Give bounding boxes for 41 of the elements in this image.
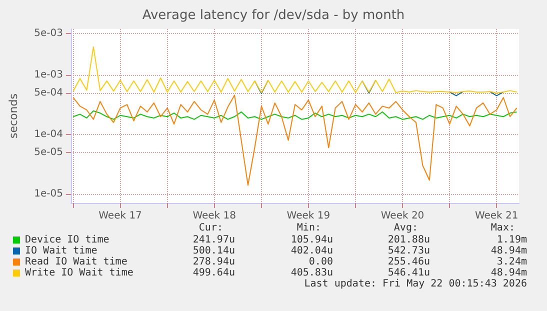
text: Last update: Fri May 22 00:15:43 2026 — [304, 278, 527, 290]
x-tick-label: Week 19 — [286, 210, 330, 222]
text: Avg: — [394, 222, 418, 234]
text: 1.19m — [496, 234, 527, 246]
text: 0.00 — [308, 256, 333, 268]
text: 405.83u — [290, 268, 333, 278]
legend-label: Device IO time — [25, 234, 110, 246]
line-series — [72, 94, 518, 186]
text: 241.97u — [192, 234, 235, 246]
y-tick-label: 5e-03 — [34, 28, 63, 40]
text: Max: — [490, 222, 515, 234]
x-tick-label: Week 21 — [474, 210, 518, 222]
text: 546.41u — [388, 268, 430, 278]
text: Cur: — [198, 222, 223, 234]
y-tick-label: 1e-03 — [34, 70, 63, 81]
y-tick-label: 5e-05 — [34, 146, 63, 158]
y-tick-label: 1e-04 — [34, 128, 63, 140]
text: 201.88u — [388, 234, 430, 246]
text: 402.04u — [290, 246, 333, 256]
text: 499.64u — [192, 268, 235, 278]
text: 278.94u — [192, 256, 235, 268]
chart-title: Average latency for /dev/sda - by month — [142, 8, 405, 23]
text: 542.73u — [388, 246, 430, 256]
legend-label: IO Wait time — [25, 246, 98, 256]
line-series — [72, 46, 518, 94]
text: 3.24m — [496, 256, 527, 268]
y-axis-title: seconds — [7, 93, 20, 138]
y-tick-label: 1e-05 — [34, 188, 63, 200]
x-tick-label: Week 18 — [192, 210, 236, 222]
text: 255.46u — [388, 256, 430, 268]
text: 48.94m — [490, 246, 527, 256]
text: Min: — [296, 222, 321, 234]
text: 48.94m — [490, 268, 527, 278]
legend-label: Read IO Wait time — [25, 256, 128, 268]
legend-label: Write IO Wait time — [25, 268, 134, 278]
line-series — [72, 110, 518, 120]
text: 105.94u — [290, 234, 333, 246]
x-tick-label: Week 20 — [380, 210, 424, 222]
y-tick-label: 5e-04 — [34, 88, 63, 99]
x-tick-label: Week 17 — [98, 210, 142, 222]
text: 500.14u — [192, 246, 235, 256]
